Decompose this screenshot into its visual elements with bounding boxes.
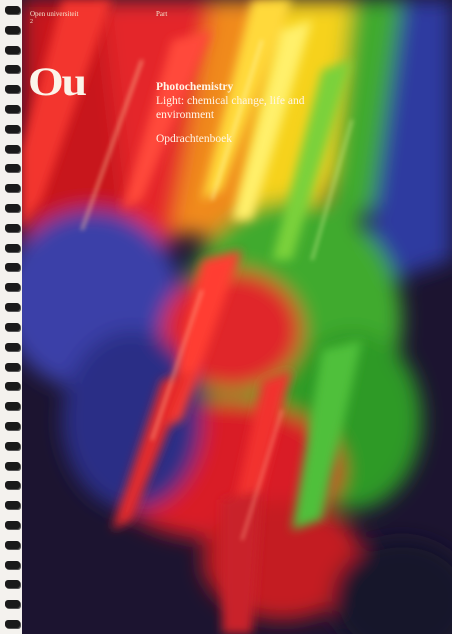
binding-ring	[5, 223, 20, 232]
title-block: Photochemistry Light: chemical change, l…	[156, 80, 306, 146]
binding-ring	[5, 85, 20, 94]
binding-ring	[5, 560, 20, 569]
binding-ring	[5, 263, 20, 272]
binding-ring	[5, 204, 20, 213]
part-label: Part	[156, 10, 168, 18]
binding-ring	[5, 540, 20, 549]
binding-ring	[5, 362, 20, 371]
workbook-label: Opdrachtenboek	[156, 133, 232, 145]
publisher-number: 2	[30, 19, 33, 25]
book-title: Photochemistry	[156, 81, 234, 93]
spiral-binding	[0, 0, 22, 634]
binding-ring	[5, 144, 20, 153]
binding-ring	[5, 441, 20, 450]
binding-ring	[5, 342, 20, 351]
cover-artwork	[22, 0, 452, 634]
binding-ring	[5, 104, 20, 113]
binding-ring	[5, 243, 20, 252]
binding-ring	[5, 620, 20, 629]
binding-ring	[5, 124, 20, 133]
binding-ring	[5, 65, 20, 74]
binding-ring	[5, 461, 20, 470]
ou-logo: Ou	[28, 59, 87, 104]
binding-ring	[5, 184, 20, 193]
binding-ring	[5, 45, 20, 54]
binding-ring	[5, 25, 20, 34]
binding-ring	[5, 5, 20, 14]
binding-ring	[5, 481, 20, 490]
binding-ring	[5, 382, 20, 391]
binding-ring	[5, 580, 20, 589]
book-subtitle: Light: chemical change, life and environ…	[156, 95, 305, 121]
binding-ring	[5, 521, 20, 530]
binding-ring	[5, 402, 20, 411]
binding-ring	[5, 164, 20, 173]
publisher-label: Open universiteit 2	[30, 10, 78, 25]
binding-ring	[5, 421, 20, 430]
binding-ring	[5, 322, 20, 331]
binding-ring	[5, 600, 20, 609]
binding-ring	[5, 501, 20, 510]
binding-ring	[5, 283, 20, 292]
abstract-light-streaks	[22, 0, 452, 634]
publisher-name: Open universiteit	[30, 10, 79, 18]
binding-ring	[5, 303, 20, 312]
